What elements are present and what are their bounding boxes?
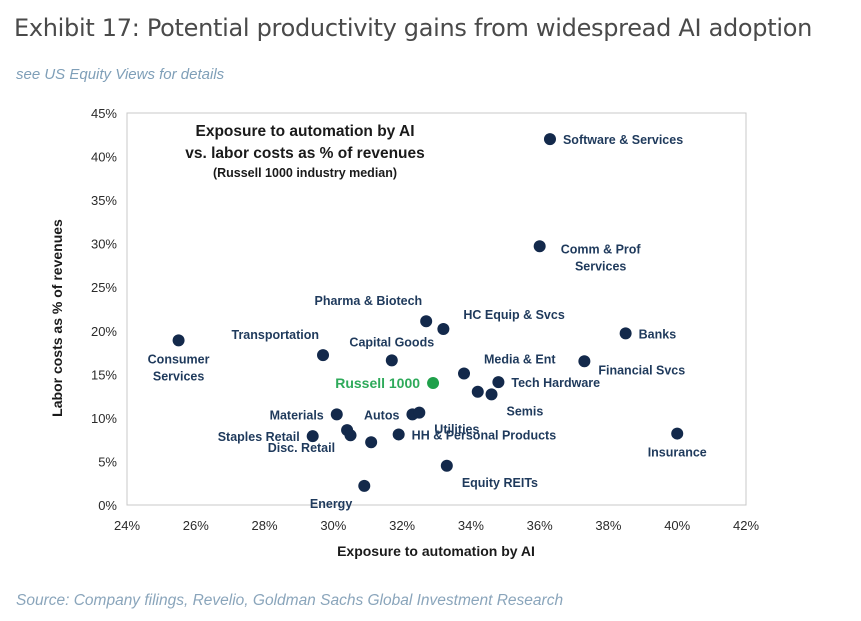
point-energy[interactable] <box>358 479 371 492</box>
x-tick-40: 40% <box>664 518 690 533</box>
x-axis-ticks: 24% 26% 28% 30% 32% 34% 36% 38% 40% 42% <box>114 518 759 533</box>
x-tick-36: 36% <box>527 518 553 533</box>
scatter-points <box>172 133 684 492</box>
label-staples-retail: Staples Retail <box>218 430 300 444</box>
point-consumer-services[interactable] <box>172 334 185 347</box>
point-banks[interactable] <box>619 327 632 340</box>
exhibit-subtitle[interactable]: see US Equity Views for details <box>16 66 225 83</box>
point-insurance[interactable] <box>671 427 684 440</box>
point-disc-retail-2[interactable] <box>344 429 357 442</box>
point-materials[interactable] <box>330 408 343 421</box>
point-russell-1000[interactable] <box>427 377 440 390</box>
point-labels: Software & Services Comm & Prof Services Ph… <box>148 133 707 511</box>
point-hh-personal-products-2[interactable] <box>392 428 405 441</box>
label-materials: Materials <box>270 408 324 422</box>
y-tick-15: 15% <box>91 367 117 382</box>
y-tick-0: 0% <box>98 498 117 513</box>
x-axis-title: Exposure to automation by AI <box>337 543 535 559</box>
x-tick-42: 42% <box>733 518 759 533</box>
y-axis-title: Labor costs as % of revenues <box>49 219 65 417</box>
point-utilities[interactable] <box>413 406 426 419</box>
label-energy: Energy <box>310 497 352 511</box>
label-capital-goods: Capital Goods <box>349 335 434 349</box>
x-tick-26: 26% <box>183 518 209 533</box>
point-capital-goods[interactable] <box>385 354 398 367</box>
x-tick-24: 24% <box>114 518 140 533</box>
y-tick-35: 35% <box>91 193 117 208</box>
point-financial-svcs[interactable] <box>578 355 591 368</box>
label-equity-reits: Equity REITs <box>462 476 538 490</box>
x-tick-28: 28% <box>252 518 278 533</box>
point-software-services[interactable] <box>543 133 556 146</box>
point-hc-equip-svcs[interactable] <box>437 323 450 336</box>
label-disc-retail: Disc. Retail <box>268 441 335 455</box>
label-autos: Autos <box>364 408 399 422</box>
label-utilities: Utilities <box>434 423 479 437</box>
x-tick-32: 32% <box>389 518 415 533</box>
point-staples-retail[interactable] <box>306 430 319 443</box>
label-financial-svcs: Financial Svcs <box>598 363 685 377</box>
y-axis-ticks: 0% 5% 10% 15% 20% 25% 30% 35% 40% 45% <box>91 106 117 513</box>
point-media-ent[interactable] <box>458 367 471 380</box>
label-consumer-services: Consumer Services <box>148 352 210 383</box>
label-pharma-biotech: Pharma & Biotech <box>315 294 423 308</box>
exhibit-title: Exhibit 17: Potential productivity gains… <box>14 14 813 42</box>
chart-subtitle: (Russell 1000 industry median) <box>213 166 397 180</box>
source-note: Source: Company filings, Revelio, Goldma… <box>16 592 564 609</box>
point-pharma-biotech[interactable] <box>420 315 433 328</box>
y-tick-30: 30% <box>91 237 117 252</box>
point-semis[interactable] <box>471 385 484 398</box>
label-russell-1000: Russell 1000 <box>335 375 420 391</box>
label-hc-equip-svcs: HC Equip & Svcs <box>463 308 564 322</box>
point-semis-2[interactable] <box>485 388 498 401</box>
point-hh-personal-products[interactable] <box>365 436 378 449</box>
x-tick-30: 30% <box>320 518 346 533</box>
label-media-ent: Media & Ent <box>484 352 556 366</box>
label-banks: Banks <box>639 327 677 341</box>
label-transportation: Transportation <box>232 328 320 342</box>
point-comm-prof-services[interactable] <box>533 240 546 253</box>
label-semis-2: Semis <box>507 404 544 418</box>
y-tick-25: 25% <box>91 280 117 295</box>
y-tick-5: 5% <box>98 454 117 469</box>
label-comm-prof-services: Comm & Prof Services <box>561 242 642 273</box>
label-tech-hardware: Tech Hardware <box>511 376 600 390</box>
x-tick-38: 38% <box>595 518 621 533</box>
plot-frame <box>126 112 747 506</box>
y-tick-45: 45% <box>91 106 117 121</box>
chart-title-line-2: vs. labor costs as % of revenues <box>185 145 425 162</box>
y-tick-40: 40% <box>91 150 117 165</box>
label-insurance: Insurance <box>648 446 707 460</box>
point-tech-hardware[interactable] <box>492 376 505 389</box>
point-transportation[interactable] <box>317 349 330 362</box>
point-equity-reits[interactable] <box>440 459 453 472</box>
y-tick-20: 20% <box>91 324 117 339</box>
x-tick-34: 34% <box>458 518 484 533</box>
chart-title-line-1: Exposure to automation by AI <box>195 123 414 140</box>
label-hh-personal-products-2: HH & Personal Products <box>412 428 557 442</box>
y-tick-10: 10% <box>91 411 117 426</box>
label-software-services: Software & Services <box>563 133 683 147</box>
chart-inner-title: Exposure to automation by AI vs. labor c… <box>185 123 425 180</box>
